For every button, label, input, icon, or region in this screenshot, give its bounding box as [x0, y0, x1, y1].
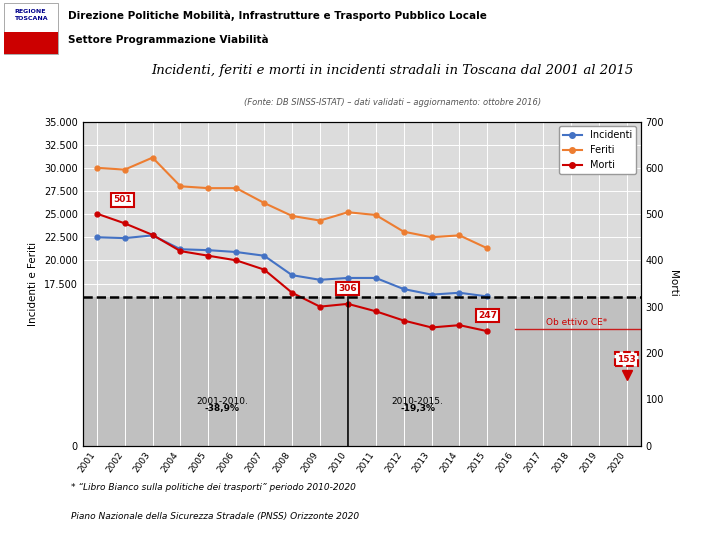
- Feriti: [148, 154, 157, 161]
- Text: Ob ettivo CE*: Ob ettivo CE*: [546, 318, 607, 327]
- Text: TOSCANA: TOSCANA: [14, 16, 48, 21]
- Feriti: [204, 185, 212, 191]
- Text: Direzione Politiche Mobilità, Infrastrutture e Trasporto Pubblico Locale: Direzione Politiche Mobilità, Infrastrut…: [68, 11, 487, 21]
- Incidenti: [483, 293, 492, 300]
- Text: Piano Nazionale della Sicurezza Stradale (PNSS) Orizzonte 2020: Piano Nazionale della Sicurezza Stradale…: [71, 512, 359, 521]
- Incidenti: [315, 276, 324, 283]
- Feriti: [427, 234, 436, 240]
- Morti: [483, 328, 492, 334]
- Text: Incidenti, feriti e morti in incidenti stradali in Toscana dal 2001 al 2015: Incidenti, feriti e morti in incidenti s…: [151, 64, 634, 77]
- Morti: [315, 303, 324, 310]
- Morti: [260, 266, 269, 273]
- Morti: [232, 257, 240, 264]
- Text: 153: 153: [618, 355, 636, 363]
- Text: -38,9%: -38,9%: [204, 404, 240, 413]
- Morti: [372, 308, 380, 314]
- FancyBboxPatch shape: [4, 3, 58, 54]
- Feriti: [455, 232, 464, 239]
- Text: * “Libro Bianco sulla politiche dei trasporti” periodo 2010-2020: * “Libro Bianco sulla politiche dei tras…: [71, 483, 356, 492]
- Text: -19,3%: -19,3%: [400, 404, 435, 413]
- Incidenti: [92, 234, 101, 240]
- Morti: [455, 322, 464, 328]
- Text: 501: 501: [114, 195, 132, 204]
- Feriti: [315, 217, 324, 224]
- Morti: [427, 324, 436, 330]
- Text: 2010-2015.: 2010-2015.: [392, 396, 444, 406]
- Morti: [204, 253, 212, 259]
- Incidenti: [427, 292, 436, 298]
- Incidenti: [343, 275, 352, 281]
- Incidenti: [455, 289, 464, 296]
- Morti: [343, 301, 352, 307]
- Text: Settore Programmazione Viabilità: Settore Programmazione Viabilità: [68, 35, 269, 45]
- Incidenti: [232, 249, 240, 255]
- Bar: [83, 298, 641, 446]
- Feriti: [343, 209, 352, 215]
- Feriti: [400, 228, 408, 235]
- Feriti: [288, 213, 297, 219]
- Line: Incidenti: Incidenti: [94, 233, 490, 299]
- Text: 247: 247: [478, 311, 497, 320]
- Feriti: [120, 166, 129, 173]
- Morti: [92, 211, 101, 217]
- Legend: Incidenti, Feriti, Morti: Incidenti, Feriti, Morti: [559, 126, 636, 174]
- Feriti: [232, 185, 240, 191]
- Feriti: [372, 212, 380, 218]
- Feriti: [176, 183, 185, 190]
- Incidenti: [148, 232, 157, 239]
- Feriti: [483, 245, 492, 252]
- Morti: [288, 289, 297, 296]
- Incidenti: [288, 272, 297, 279]
- Morti: [120, 220, 129, 227]
- Text: 306: 306: [338, 284, 357, 293]
- Line: Feriti: Feriti: [94, 155, 490, 251]
- Feriti: [92, 165, 101, 171]
- Y-axis label: Morti: Morti: [668, 270, 678, 297]
- Morti: [176, 248, 185, 254]
- Feriti: [260, 200, 269, 206]
- Text: 2001-2010.: 2001-2010.: [197, 396, 248, 406]
- Incidenti: [176, 246, 185, 253]
- Text: REGIONE: REGIONE: [15, 9, 46, 14]
- Incidenti: [260, 253, 269, 259]
- FancyBboxPatch shape: [4, 32, 58, 54]
- Incidenti: [372, 275, 380, 281]
- Incidenti: [400, 286, 408, 292]
- Morti: [400, 318, 408, 324]
- Line: Morti: Morti: [94, 211, 490, 334]
- Incidenti: [120, 235, 129, 241]
- Morti: [148, 232, 157, 238]
- Y-axis label: Incidenti e Feriti: Incidenti e Feriti: [28, 241, 38, 326]
- Text: (Fonte: DB SINSS-ISTAT) – dati validati – aggiornamento: ottobre 2016): (Fonte: DB SINSS-ISTAT) – dati validati …: [244, 98, 541, 107]
- Incidenti: [204, 247, 212, 253]
